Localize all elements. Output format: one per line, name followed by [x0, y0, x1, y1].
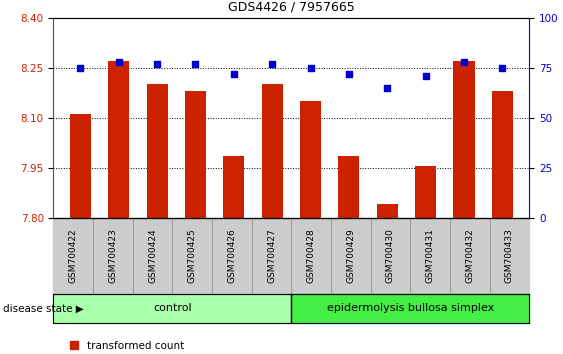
- Text: GSM700429: GSM700429: [346, 228, 355, 283]
- Point: [229, 71, 238, 76]
- Bar: [185, 91, 206, 218]
- Bar: [262, 84, 283, 218]
- Text: GSM700422: GSM700422: [69, 228, 78, 283]
- Legend: transformed count, percentile rank within the sample: transformed count, percentile rank withi…: [70, 341, 262, 354]
- Point: [153, 61, 162, 67]
- Text: GSM700428: GSM700428: [307, 228, 316, 283]
- Text: GSM700424: GSM700424: [148, 228, 157, 283]
- Point: [114, 59, 123, 64]
- Text: GSM700432: GSM700432: [465, 228, 474, 283]
- Bar: [338, 156, 359, 218]
- Text: control: control: [153, 303, 192, 313]
- Point: [421, 73, 430, 79]
- Text: GSM700425: GSM700425: [187, 228, 196, 283]
- Title: GDS4426 / 7957665: GDS4426 / 7957665: [228, 1, 355, 14]
- Bar: [70, 114, 91, 218]
- Text: GSM700426: GSM700426: [227, 228, 236, 283]
- Bar: [300, 101, 321, 218]
- Text: epidermolysis bullosa simplex: epidermolysis bullosa simplex: [327, 303, 494, 313]
- Point: [345, 71, 354, 76]
- Point: [306, 65, 315, 70]
- Point: [498, 65, 507, 70]
- Text: GSM700430: GSM700430: [386, 228, 395, 283]
- Bar: [492, 91, 513, 218]
- Text: GSM700431: GSM700431: [426, 228, 435, 283]
- Point: [267, 61, 276, 67]
- Text: GSM700433: GSM700433: [505, 228, 514, 283]
- Bar: [108, 61, 129, 218]
- Point: [383, 85, 392, 91]
- Bar: [224, 156, 244, 218]
- Text: GSM700427: GSM700427: [267, 228, 276, 283]
- Bar: [415, 166, 436, 218]
- Bar: [453, 61, 475, 218]
- Bar: [377, 204, 398, 218]
- Point: [76, 65, 85, 70]
- Point: [191, 61, 200, 67]
- Point: [459, 59, 468, 64]
- Text: disease state ▶: disease state ▶: [3, 303, 83, 313]
- Text: GSM700423: GSM700423: [109, 228, 118, 283]
- Bar: [146, 84, 168, 218]
